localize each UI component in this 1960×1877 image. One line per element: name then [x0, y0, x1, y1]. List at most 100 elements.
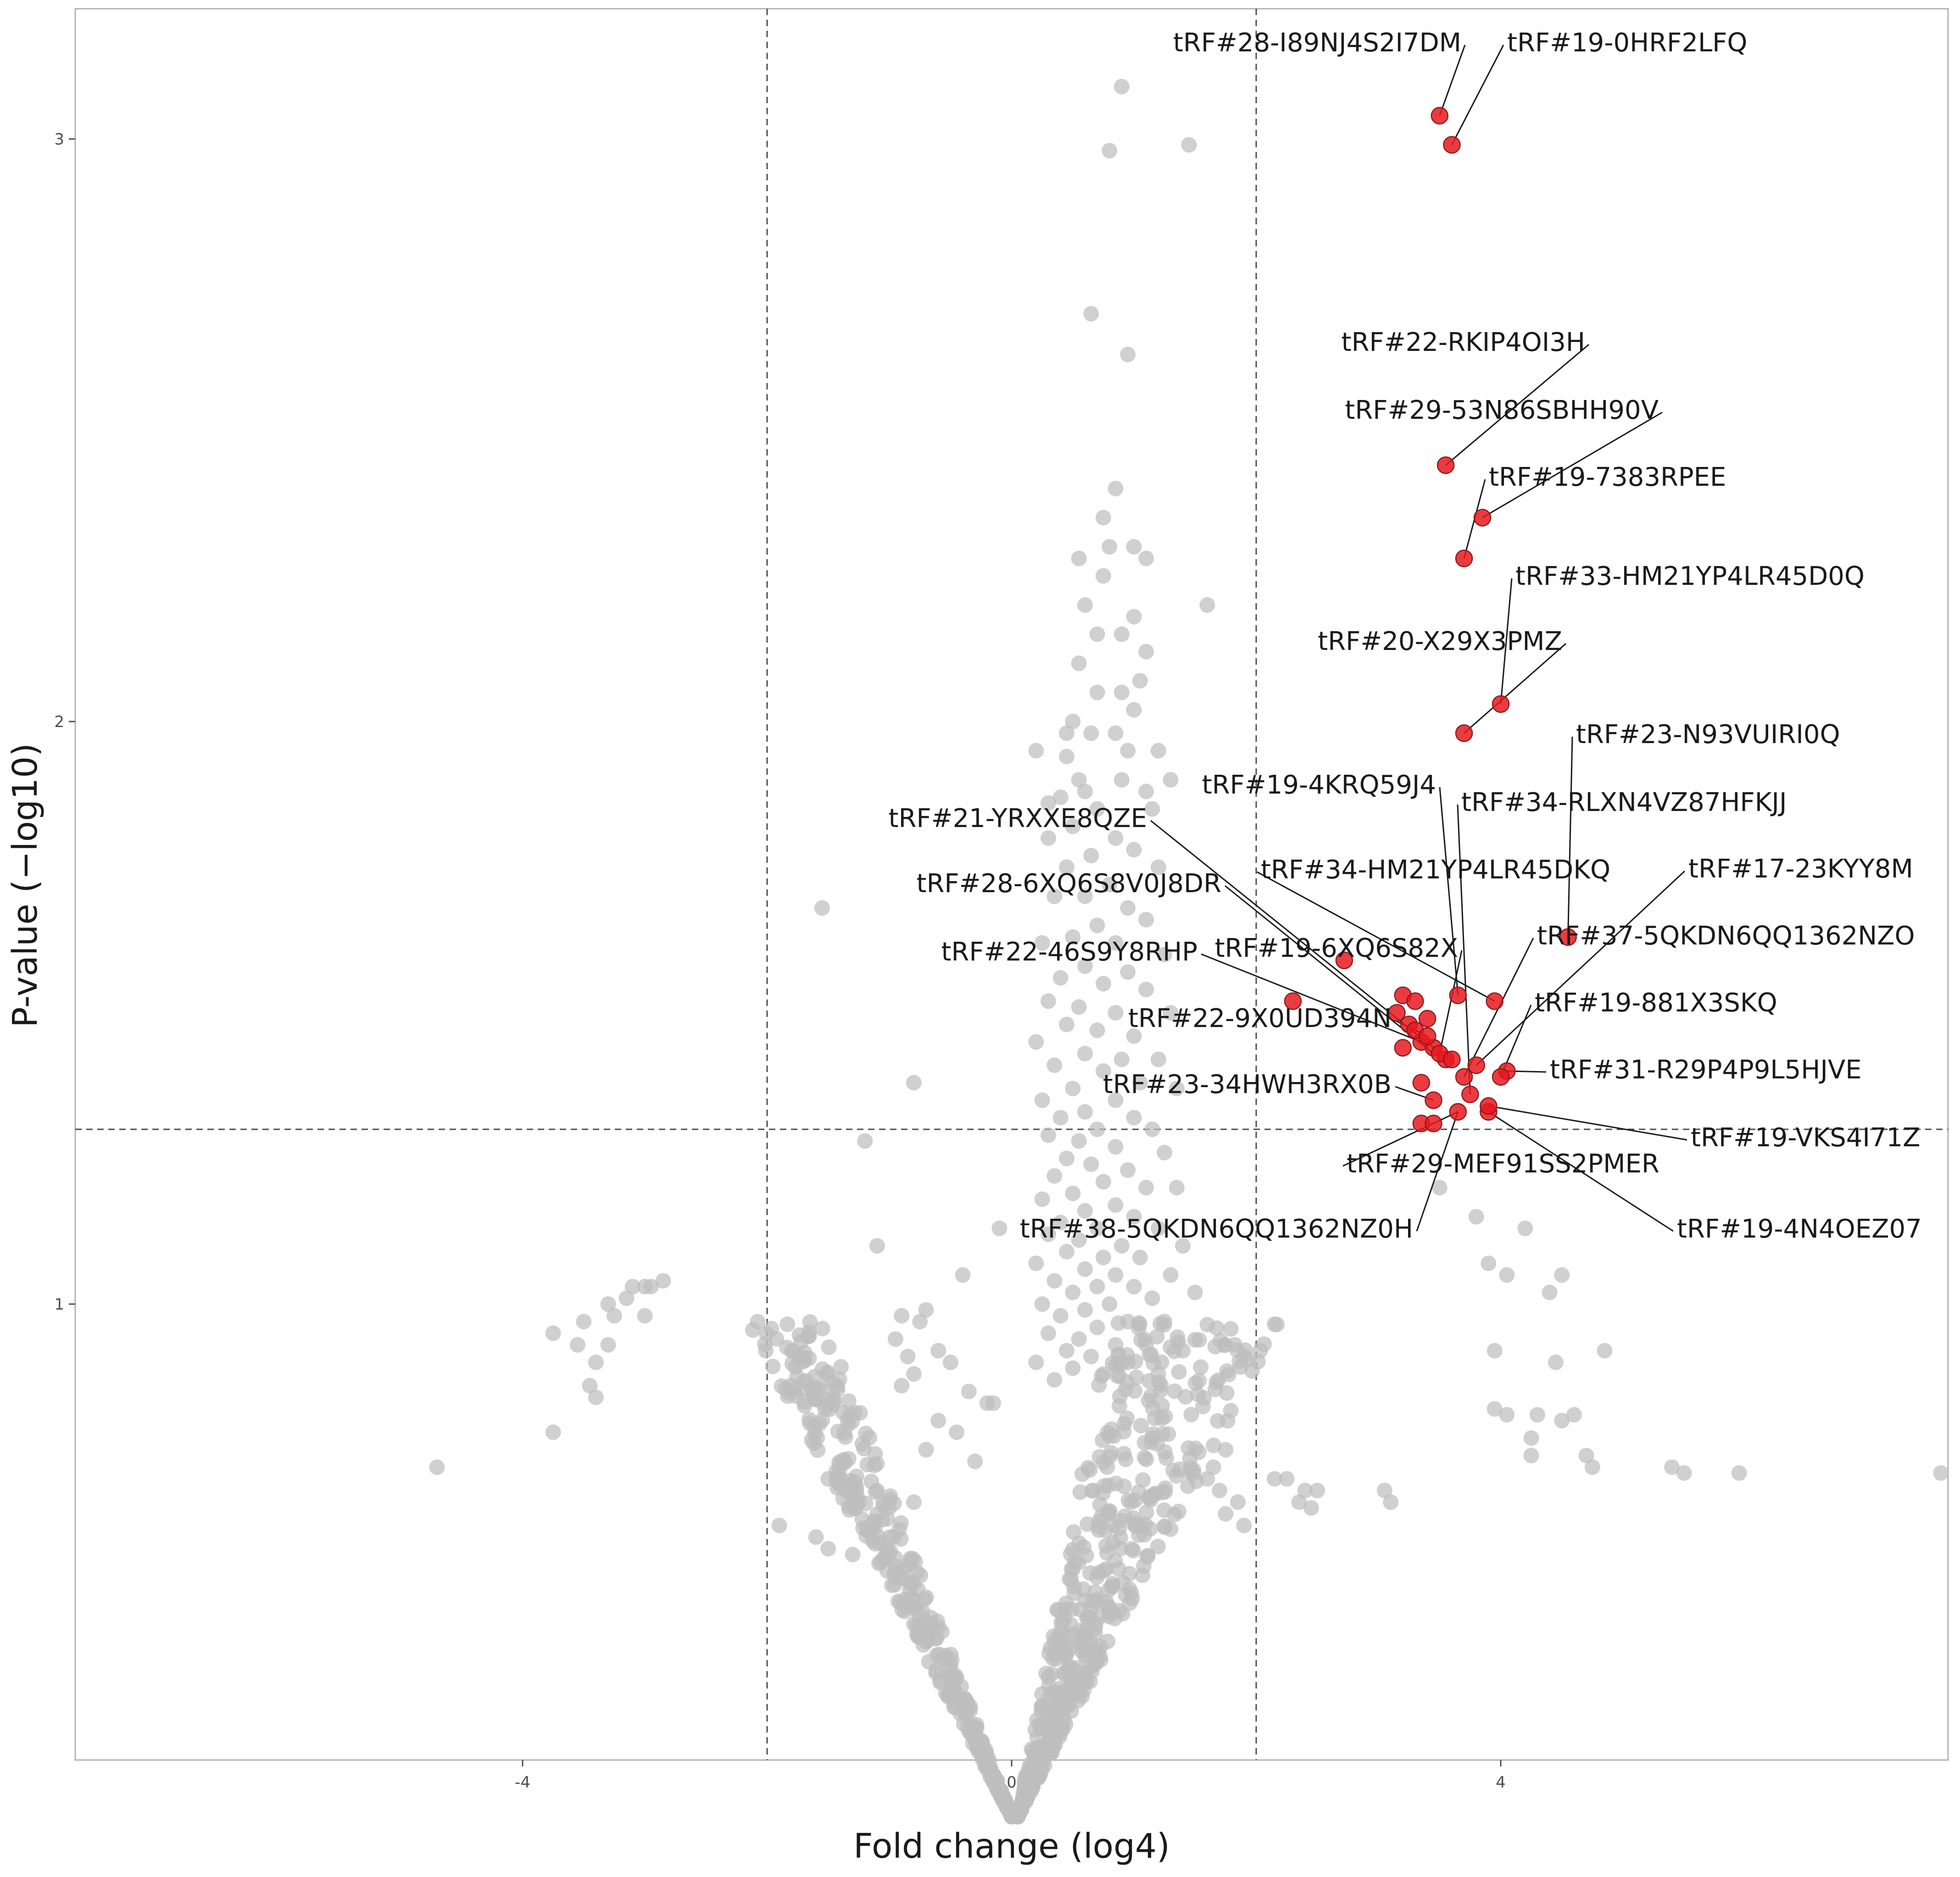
non-significant-point: [1109, 1368, 1125, 1384]
non-significant-point: [606, 1308, 622, 1324]
non-significant-point: [1132, 1249, 1148, 1266]
non-significant-point: [1731, 1465, 1747, 1481]
non-significant-point: [1529, 1407, 1545, 1423]
leader-line: [1416, 1111, 1459, 1232]
non-significant-point: [1096, 1455, 1112, 1471]
leader-line: [1201, 953, 1422, 1043]
non-significant-point: [771, 1517, 787, 1533]
non-significant-point: [1077, 1261, 1093, 1277]
non-significant-point: [942, 1355, 958, 1370]
non-significant-point: [1058, 725, 1075, 741]
non-significant-point: [1157, 1314, 1173, 1330]
non-significant-point: [1191, 1372, 1207, 1388]
non-significant-point: [1087, 1626, 1103, 1642]
point-label: tRF#20-X29X3PMZ: [1318, 627, 1562, 656]
non-significant-point: [1175, 1343, 1191, 1359]
non-significant-point: [780, 1384, 796, 1400]
non-significant-point: [1291, 1494, 1307, 1510]
non-significant-point: [910, 1628, 926, 1644]
point-label: tRF#22-9X0UD394N: [1128, 1004, 1392, 1033]
point-label: tRF#29-MEF91SS2PMER: [1347, 1149, 1659, 1179]
non-significant-point: [1116, 1446, 1132, 1462]
non-significant-point: [780, 1316, 796, 1333]
non-significant-point: [1120, 1162, 1136, 1178]
non-significant-point: [1096, 1478, 1112, 1494]
significant-point: [1492, 695, 1510, 713]
non-significant-point: [1083, 1349, 1099, 1365]
non-significant-point: [858, 1426, 874, 1442]
non-significant-point: [1034, 1191, 1050, 1207]
leader-line: [1476, 870, 1686, 1066]
significant-point: [1437, 456, 1455, 474]
point-label: tRF#19-6XQ6S82X: [1215, 933, 1458, 963]
non-significant-point: [1034, 1092, 1050, 1108]
non-significant-point: [978, 1745, 994, 1761]
non-significant-point: [918, 1302, 934, 1318]
non-significant-point: [1431, 1180, 1448, 1195]
non-significant-point: [1124, 1541, 1140, 1557]
leader-line: [1457, 804, 1471, 1094]
non-significant-point: [1065, 1081, 1081, 1097]
non-significant-point: [1190, 1386, 1206, 1402]
non-significant-point: [1089, 1122, 1105, 1137]
non-significant-point: [979, 1395, 995, 1411]
non-significant-point: [1206, 1438, 1222, 1454]
point-label: tRF#28-I89NJ4S2I7DM: [1173, 28, 1461, 58]
y-axis-title: P-value (−log10): [6, 743, 45, 1027]
non-significant-point: [785, 1343, 802, 1359]
significant-point: [1455, 1068, 1473, 1086]
significant-point: [1418, 1010, 1437, 1027]
non-significant-point: [1138, 783, 1154, 800]
non-significant-point: [1040, 1226, 1056, 1242]
non-significant-point: [1089, 1220, 1105, 1236]
significant-point: [1443, 136, 1461, 154]
non-significant-point: [867, 1536, 883, 1552]
non-significant-point: [806, 1435, 822, 1451]
non-significant-point: [1236, 1349, 1252, 1365]
non-significant-point: [1108, 935, 1124, 951]
non-significant-point: [1163, 1267, 1179, 1283]
non-significant-point: [869, 1238, 885, 1254]
non-significant-point: [1219, 1363, 1235, 1379]
non-significant-point: [906, 1494, 922, 1510]
non-significant-point: [930, 1413, 947, 1428]
non-significant-point: [1058, 749, 1075, 765]
non-significant-point: [1063, 1571, 1079, 1587]
non-significant-point: [1252, 1343, 1268, 1359]
non-significant-point: [1199, 1471, 1215, 1487]
non-significant-point: [1135, 1472, 1151, 1488]
non-significant-point: [1089, 684, 1105, 700]
non-significant-point: [1136, 1527, 1153, 1543]
non-significant-point: [1089, 917, 1105, 933]
non-significant-point: [836, 1425, 852, 1441]
non-significant-point: [1236, 1517, 1252, 1533]
non-significant-point: [1050, 1699, 1066, 1716]
non-significant-point: [1182, 1451, 1198, 1467]
non-significant-point: [1157, 947, 1173, 962]
non-significant-point: [1098, 1538, 1114, 1554]
non-significant-point: [1042, 1744, 1058, 1760]
non-significant-point: [1126, 609, 1142, 625]
non-significant-point: [637, 1278, 653, 1294]
non-significant-point: [1185, 1466, 1201, 1482]
non-significant-point: [1071, 1133, 1087, 1149]
non-significant-point: [1062, 1658, 1078, 1674]
non-significant-point: [1120, 1314, 1136, 1330]
non-significant-point: [833, 1359, 849, 1375]
non-significant-point: [757, 1336, 773, 1352]
non-significant-point: [1108, 1139, 1124, 1155]
non-significant-point: [1133, 1418, 1149, 1434]
non-significant-point: [1064, 1680, 1080, 1696]
non-significant-point: [1138, 1505, 1154, 1521]
point-label: tRF#23-N93VUIRI0Q: [1576, 720, 1840, 750]
non-significant-point: [906, 1366, 922, 1382]
non-significant-point: [1218, 1442, 1234, 1458]
non-significant-point: [600, 1337, 616, 1353]
non-significant-point: [655, 1273, 671, 1289]
non-significant-point: [1154, 1411, 1170, 1427]
non-significant-point: [1095, 510, 1111, 526]
non-significant-point: [1132, 673, 1148, 689]
non-significant-point: [1117, 1381, 1133, 1397]
non-significant-point: [1187, 1332, 1203, 1348]
non-significant-point: [825, 1390, 841, 1406]
